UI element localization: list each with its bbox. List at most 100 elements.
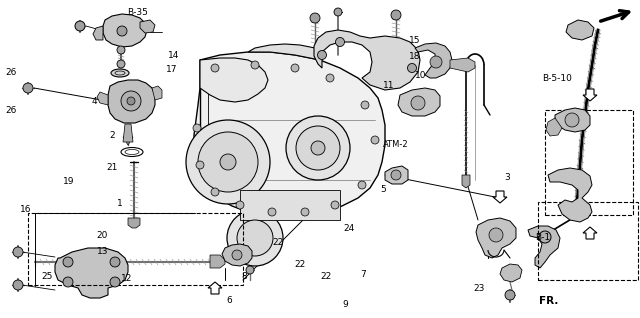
Circle shape: [186, 120, 270, 204]
Circle shape: [411, 96, 425, 110]
Circle shape: [121, 91, 141, 111]
Text: 19: 19: [63, 177, 75, 186]
Polygon shape: [200, 58, 268, 102]
Text: B-1: B-1: [535, 233, 550, 242]
Circle shape: [391, 170, 401, 180]
Text: 22: 22: [321, 272, 332, 281]
Circle shape: [251, 61, 259, 69]
Circle shape: [430, 56, 442, 68]
Polygon shape: [103, 14, 147, 47]
Polygon shape: [97, 92, 108, 105]
Circle shape: [117, 60, 125, 68]
Circle shape: [334, 8, 342, 16]
Polygon shape: [140, 20, 155, 33]
Text: 5: 5: [380, 185, 385, 194]
Bar: [538, 202, 638, 280]
Bar: [28, 213, 243, 285]
Circle shape: [291, 64, 299, 72]
Circle shape: [227, 210, 283, 266]
Polygon shape: [222, 244, 252, 266]
Circle shape: [391, 10, 401, 20]
Polygon shape: [566, 20, 594, 40]
Text: 18: 18: [409, 52, 420, 61]
Circle shape: [13, 280, 23, 290]
Polygon shape: [548, 168, 592, 222]
Ellipse shape: [111, 69, 129, 77]
Circle shape: [193, 124, 201, 132]
Text: FR.: FR.: [540, 296, 559, 307]
Polygon shape: [208, 282, 222, 294]
Polygon shape: [210, 255, 225, 268]
Circle shape: [196, 161, 204, 169]
Text: 21: 21: [106, 163, 118, 172]
Text: 7: 7: [361, 270, 366, 279]
Circle shape: [75, 21, 85, 31]
Text: 15: 15: [409, 36, 420, 45]
Polygon shape: [55, 248, 128, 298]
Text: 8: 8: [242, 272, 247, 281]
Circle shape: [23, 83, 33, 93]
Circle shape: [331, 201, 339, 209]
Circle shape: [236, 201, 244, 209]
Circle shape: [13, 247, 23, 257]
Bar: [545, 110, 633, 215]
Circle shape: [408, 64, 417, 73]
Circle shape: [268, 208, 276, 216]
Polygon shape: [93, 26, 103, 40]
Text: B-5-10: B-5-10: [542, 74, 572, 83]
Text: 10: 10: [415, 71, 427, 80]
Polygon shape: [152, 86, 162, 100]
Circle shape: [198, 132, 258, 192]
Circle shape: [110, 277, 120, 287]
Text: 23: 23: [473, 284, 484, 293]
Polygon shape: [128, 218, 140, 228]
Circle shape: [211, 64, 219, 72]
Text: 22: 22: [273, 238, 284, 247]
Circle shape: [296, 126, 340, 170]
Text: 14: 14: [168, 51, 180, 60]
Text: 20: 20: [97, 231, 108, 240]
Polygon shape: [123, 137, 133, 145]
Circle shape: [371, 136, 379, 144]
Text: 25: 25: [41, 272, 52, 281]
Text: 13: 13: [97, 247, 108, 256]
Text: 26: 26: [6, 68, 17, 77]
Circle shape: [317, 51, 326, 59]
Text: 9: 9: [343, 300, 348, 309]
Circle shape: [301, 208, 309, 216]
Circle shape: [310, 13, 320, 23]
Polygon shape: [528, 226, 560, 268]
Circle shape: [505, 290, 515, 300]
Polygon shape: [583, 89, 597, 101]
Circle shape: [211, 188, 219, 196]
Text: 17: 17: [166, 65, 177, 74]
Polygon shape: [385, 166, 408, 184]
Circle shape: [311, 141, 325, 155]
Text: 22: 22: [294, 260, 305, 269]
Circle shape: [63, 257, 73, 267]
Polygon shape: [415, 43, 452, 78]
Polygon shape: [462, 175, 470, 188]
Polygon shape: [248, 44, 325, 60]
Text: 16: 16: [20, 205, 31, 214]
Text: B-35: B-35: [127, 8, 148, 17]
Text: 26: 26: [6, 106, 17, 115]
Circle shape: [539, 231, 551, 243]
Text: 4: 4: [92, 97, 97, 106]
Circle shape: [127, 97, 135, 105]
Polygon shape: [500, 264, 522, 282]
Polygon shape: [546, 118, 562, 136]
Text: 6: 6: [227, 296, 232, 305]
Polygon shape: [450, 58, 475, 72]
Text: ATM-2: ATM-2: [383, 140, 408, 149]
Polygon shape: [194, 52, 385, 216]
Circle shape: [326, 74, 334, 82]
Polygon shape: [476, 218, 516, 258]
Circle shape: [117, 26, 127, 36]
Polygon shape: [493, 191, 507, 203]
Polygon shape: [555, 108, 590, 132]
Text: 24: 24: [343, 224, 355, 233]
Polygon shape: [108, 80, 155, 123]
Circle shape: [232, 250, 242, 260]
Text: 3: 3: [504, 173, 509, 182]
